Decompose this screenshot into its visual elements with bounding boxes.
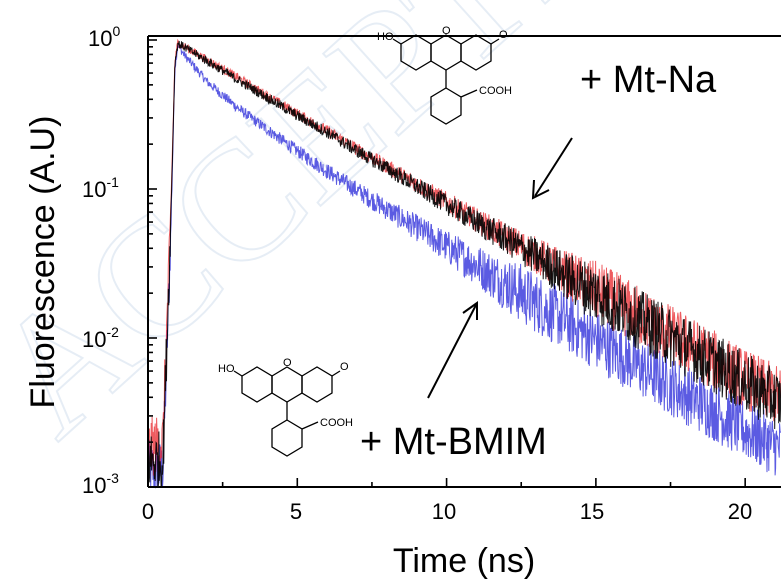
chem-label: O	[499, 29, 508, 41]
y-axis-title: Fluorescence (A.U)	[24, 116, 62, 409]
x-tick-label: 10	[432, 499, 456, 524]
y-tick-label: 100	[88, 23, 120, 51]
chem-label: O	[442, 25, 451, 37]
series-line-2	[147, 43, 781, 489]
x-tick-labels: 0 5 10 15 20	[142, 499, 752, 524]
fluorescein-structure-bottom: HO O O COOH	[218, 357, 353, 457]
x-tick-label: 5	[290, 499, 302, 524]
ticks	[147, 39, 746, 488]
chem-label: O	[340, 361, 349, 373]
annotation-mt-bmim: + Mt-BMIM	[360, 421, 547, 463]
arrow-mt-na	[531, 137, 573, 200]
y-tick-labels: 100 10-1 10-2 10-3	[82, 23, 120, 498]
y-tick-label: 10-3	[82, 470, 119, 498]
series-line-0	[147, 40, 781, 488]
fluorescein-structure-top: HO O O COOH	[377, 25, 512, 125]
chem-label: HO	[377, 31, 394, 43]
chem-label: O	[283, 357, 292, 369]
x-tick-label: 20	[728, 499, 752, 524]
x-tick-label: 15	[580, 499, 604, 524]
y-tick-label: 10-2	[82, 324, 119, 352]
chem-label: HO	[218, 363, 235, 375]
arrow-mt-bmim	[427, 301, 478, 399]
x-axis-title: Time (ns)	[393, 542, 535, 580]
y-tick-label: 10-1	[82, 174, 119, 202]
annotation-mt-na: + Mt-Na	[580, 59, 717, 101]
chem-label: COOH	[479, 85, 512, 97]
data-traces	[147, 38, 781, 489]
chem-label: COOH	[320, 417, 353, 429]
plot-frame	[147, 35, 781, 488]
x-tick-label: 0	[142, 499, 154, 524]
